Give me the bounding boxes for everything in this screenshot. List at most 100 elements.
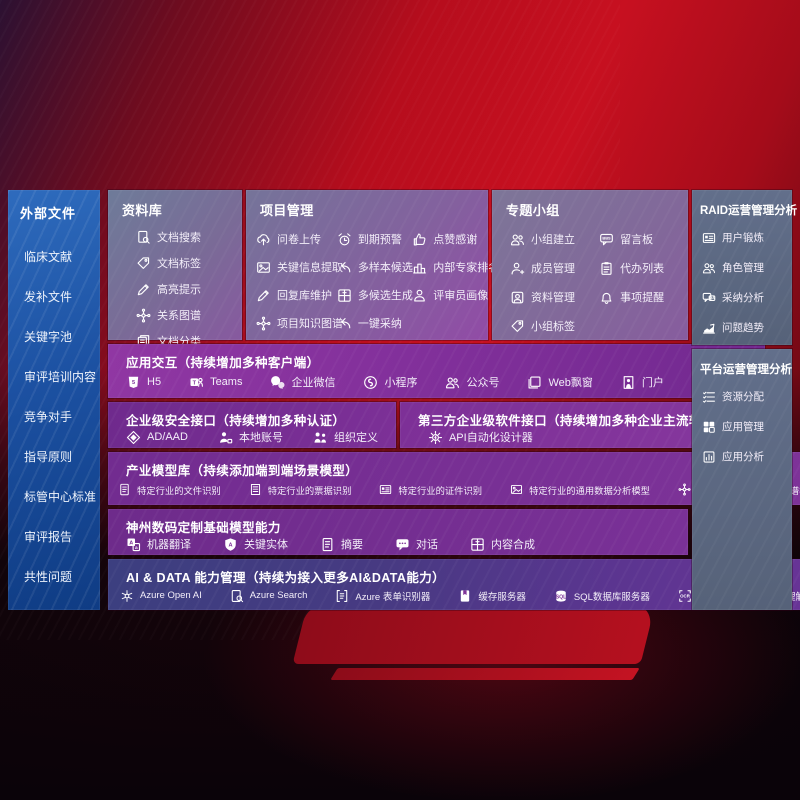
feature-item[interactable]: API自动化设计器 — [428, 429, 533, 445]
feature-item[interactable]: 组织定义 — [313, 429, 378, 445]
web-window-icon — [527, 375, 542, 390]
panel-group: 专题小组小组建立 BBS 留言板 成员管理 代办列表 资料管理 事项提醒小组标签 — [492, 190, 688, 340]
sidebar-item[interactable]: 临床文献 — [24, 248, 100, 266]
feature-item[interactable]: 问卷上传 — [256, 231, 337, 247]
sidebar-item-label: 共性问题 — [24, 570, 73, 584]
panel-ai: AI & DATA 能力管理（持续为接入更多AI&DATA能力） Azure Op… — [108, 559, 800, 610]
feature-item[interactable]: 小程序 — [363, 374, 417, 390]
feature-item[interactable]: 公众号 — [445, 374, 499, 390]
panel-platform-analysis: 平台运营管理分析 资源分配应用管理应用分析 — [692, 349, 792, 610]
sidebar-item[interactable]: 发补文件 — [24, 288, 100, 306]
feature-item[interactable]: 特定行业的通用数据分析模型 — [510, 483, 650, 497]
feature-item[interactable]: Azure Open AI — [120, 589, 202, 603]
feature-item[interactable]: 用户锻炼 — [702, 230, 792, 245]
panel-title: 平台运营管理分析 — [700, 364, 792, 376]
feature-item[interactable]: 成员管理 — [510, 260, 599, 276]
sidebar-item[interactable]: 标管中心标准 — [24, 488, 100, 506]
panel-title: 专题小组 — [506, 203, 560, 218]
network-icon — [136, 308, 151, 323]
reply-icon — [337, 316, 352, 331]
feature-item[interactable]: 摘要 — [320, 536, 363, 552]
panel-title: 资料库 — [122, 203, 163, 218]
feature-item[interactable]: 回复库维护 — [256, 287, 337, 303]
feature-label: Web飘窗 — [548, 377, 593, 389]
feature-item[interactable]: 资料管理 — [510, 289, 599, 305]
feature-item[interactable]: 缓存服务器 — [458, 589, 526, 603]
feature-item[interactable]: 特定行业的票据识别 — [249, 483, 351, 497]
sidebar-item-label: 审评培训内容 — [24, 370, 97, 384]
feature-item[interactable]: 一键采纳 — [337, 315, 412, 331]
feature-item[interactable]: 门户 — [621, 374, 664, 390]
sidebar-item[interactable]: 审评培训内容 — [24, 368, 100, 386]
feature-item[interactable]: 多候选生成 — [337, 287, 413, 303]
sidebar-item[interactable]: 关键字池 — [24, 328, 100, 346]
feature-item[interactable]: 点赞感谢 — [412, 231, 482, 247]
feature-item[interactable]: 对话 — [395, 536, 438, 552]
feature-item[interactable]: SQL SQL数据库服务器 — [554, 589, 650, 603]
panel-title: 神州数码定制基础模型能力 — [126, 521, 281, 535]
bell-icon — [599, 290, 614, 305]
feature-item[interactable]: 应用分析 — [702, 449, 792, 464]
sidebar-item[interactable]: 竞争对手 — [24, 408, 100, 426]
feature-item[interactable]: 特定行业的文件识别 — [118, 483, 221, 497]
svg-text:A: A — [129, 540, 133, 546]
feature-item[interactable]: 到期预警 — [337, 231, 412, 247]
feature-item[interactable]: A 关键实体 — [223, 536, 288, 552]
feature-item[interactable]: 事项提醒 — [599, 289, 684, 305]
feature-item[interactable]: 评审员画像 — [412, 287, 488, 303]
feature-label: 小程序 — [384, 377, 418, 389]
feature-item[interactable]: AD/AAD — [126, 430, 188, 445]
feature-item[interactable]: Azure Search — [230, 589, 307, 603]
feature-item[interactable]: 关系图谱 — [136, 307, 242, 323]
feature-label: 采纳分析 — [722, 292, 764, 304]
doc-icon — [118, 483, 131, 496]
feature-item[interactable]: 高亮提示 — [136, 281, 242, 297]
list-icon — [702, 390, 716, 404]
feature-item[interactable]: 文档搜索 — [136, 229, 242, 245]
feature-item[interactable]: 问题趋势 — [702, 320, 792, 335]
cache-icon — [458, 589, 472, 603]
feature-item[interactable]: 小组标签 — [510, 318, 599, 334]
feature-item[interactable]: 关键信息提取 — [256, 259, 343, 275]
miniprogram-icon — [363, 375, 378, 390]
panel-items: 问卷上传 到期预警 点赞感谢关键信息提取 多样本候选 内部专家排名回复库维护 多候选生成 评… — [246, 219, 499, 331]
feature-item[interactable]: 特定行业的证件识别 — [379, 483, 482, 497]
feature-item[interactable]: 应用管理 — [702, 419, 792, 434]
feature-item[interactable]: 企业微信 — [270, 374, 335, 390]
svg-text:QA: QA — [709, 296, 715, 300]
feature-item[interactable]: 小组建立 — [510, 231, 599, 247]
tag-icon — [510, 319, 525, 334]
sidebar-item-label: 审评报告 — [24, 530, 73, 544]
feature-item[interactable]: T Teams — [189, 375, 242, 390]
feature-item[interactable]: 角色管理 — [702, 260, 792, 275]
feature-item[interactable]: Azure 表单识别器 — [335, 589, 430, 603]
feature-item[interactable]: 多样本候选 — [337, 259, 413, 275]
feature-label: 事项提醒 — [620, 292, 665, 304]
feature-item[interactable]: 资源分配 — [702, 389, 792, 404]
network-icon — [678, 483, 691, 496]
feature-item[interactable]: 内容合成 — [470, 536, 535, 552]
feature-label: 应用管理 — [722, 421, 764, 433]
feature-item[interactable]: Web飘窗 — [527, 374, 593, 390]
sidebar-item[interactable]: 共性问题 — [24, 568, 100, 586]
feature-item[interactable]: 项目知识图谱 — [256, 315, 343, 331]
panel-title: RAID运营管理分析 — [700, 205, 798, 217]
feature-item[interactable]: BBS 留言板 — [599, 231, 684, 247]
feature-item[interactable]: 5 H5 — [126, 375, 161, 390]
feature-item[interactable]: QA 采纳分析 — [702, 290, 792, 305]
feature-item[interactable]: 文档标签 — [136, 255, 242, 271]
mid-row: 应用交互（持续增加多种客户端） 5 H5 T Teams 企业微信 小程序 公众号 Web飘窗 门… — [108, 344, 765, 398]
feature-item[interactable]: 代办列表 — [599, 260, 684, 276]
feature-label: 文档标签 — [157, 258, 201, 270]
feature-label: 项目知识图谱 — [277, 318, 343, 330]
feature-label: 企业微信 — [291, 377, 336, 389]
sidebar-item[interactable]: 审评报告 — [24, 528, 100, 546]
feature-item[interactable]: 本地账号 — [218, 429, 283, 445]
feature-label: 内部专家排名 — [433, 262, 500, 274]
panel-items: 用户锻炼角色管理 QA 采纳分析问题趋势 — [692, 218, 792, 335]
sidebar-items: 临床文献发补文件关键字池审评培训内容竞争对手指导原则标管中心标准审评报告共性问题 — [8, 222, 100, 586]
sidebar-item[interactable]: 指导原则 — [24, 448, 100, 466]
feature-item[interactable]: 内部专家排名 — [412, 259, 499, 275]
